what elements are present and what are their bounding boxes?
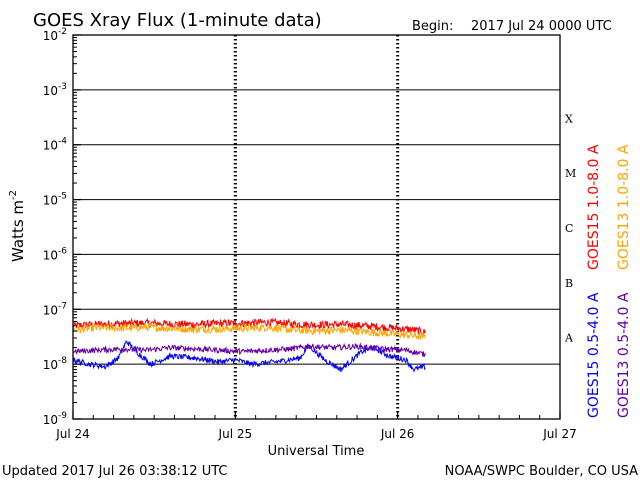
y-tick-label-2: 10-7 (43, 301, 67, 317)
x-tick-label-0: Jul 24 (55, 427, 90, 441)
legend-entry-legend-left-1: GOES15 1.0-8.0 A (586, 144, 602, 270)
series-line-3 (72, 342, 426, 357)
y-tick-exp: -9 (58, 411, 67, 421)
y-tick-label-7: 10-2 (43, 27, 67, 43)
y-tick-base: 10 (43, 303, 58, 317)
y-tick-exp: -6 (58, 246, 67, 256)
legend-entry-legend-left-0: GOES15 0.5-4.0 A (586, 292, 602, 418)
y-tick-label-5: 10-4 (43, 137, 68, 153)
svg-text:Watts m-2: Watts m-2 (8, 190, 27, 262)
x-tick-label-1: Jul 25 (218, 427, 253, 441)
legend-left: GOES15 0.5-4.0 A GOES15 1.0-8.0 A (586, 144, 602, 418)
x-tick-label-2: Jul 26 (380, 427, 415, 441)
flare-class-x: X (565, 112, 573, 125)
flare-class-labels: A B C M X (564, 112, 576, 344)
y-axis-label-base: Watts m (9, 200, 27, 262)
chart-title: GOES Xray Flux (1-minute data) (33, 10, 322, 31)
legend-right: GOES13 0.5-4.0 A GOES13 1.0-8.0 A (616, 144, 632, 418)
x-tick-label-3: Jul 27 (542, 427, 577, 441)
flare-class-m: M (565, 167, 576, 180)
y-tick-exp: -3 (58, 82, 67, 92)
y-axis-label: Watts m-2 (8, 190, 27, 262)
y-axis-ticks: 10-910-810-710-610-510-410-310-2 (43, 27, 81, 427)
y-tick-label-1: 10-8 (43, 356, 68, 372)
updated-timestamp: Updated 2017 Jul 26 03:38:12 UTC (2, 464, 227, 479)
y-tick-label-0: 10-9 (43, 411, 68, 427)
legend-entry-legend-right-0: GOES13 0.5-4.0 A (616, 292, 632, 418)
y-tick-exp: -4 (58, 137, 67, 147)
x-axis-ticks: Jul 24 Jul 25 Jul 26 Jul 27 (55, 411, 577, 441)
y-tick-exp: -8 (58, 356, 67, 366)
flare-class-a: A (564, 332, 574, 345)
y-tick-base: 10 (43, 248, 58, 262)
gridlines (73, 89, 560, 365)
y-tick-exp: -5 (58, 192, 67, 202)
credit-text: NOAA/SWPC Boulder, CO USA (445, 464, 638, 479)
series-line-0 (72, 317, 426, 335)
x-axis-label: Universal Time (268, 444, 365, 459)
y-tick-base: 10 (43, 413, 58, 427)
begin-label: Begin: (412, 19, 453, 34)
y-tick-label-6: 10-3 (43, 82, 67, 98)
y-tick-base: 10 (43, 139, 58, 153)
flare-class-c: C (565, 222, 573, 235)
series-line-2 (72, 340, 426, 373)
y-tick-base: 10 (43, 84, 58, 98)
series-line-1 (72, 322, 426, 341)
y-tick-label-3: 10-6 (43, 246, 68, 262)
begin-value: 2017 Jul 24 0000 UTC (471, 19, 612, 34)
y-tick-exp: -2 (58, 27, 67, 37)
legend-entry-legend-right-1: GOES13 1.0-8.0 A (616, 144, 632, 270)
y-tick-base: 10 (43, 194, 58, 208)
y-axis-label-exp: -2 (8, 190, 19, 200)
y-tick-base: 10 (43, 358, 58, 372)
y-tick-exp: -7 (58, 301, 67, 311)
y-tick-base: 10 (43, 29, 58, 43)
day-separator-lines (233, 35, 400, 419)
y-tick-label-4: 10-5 (43, 192, 67, 208)
flare-class-b: B (565, 277, 573, 290)
series-layer (72, 317, 426, 373)
